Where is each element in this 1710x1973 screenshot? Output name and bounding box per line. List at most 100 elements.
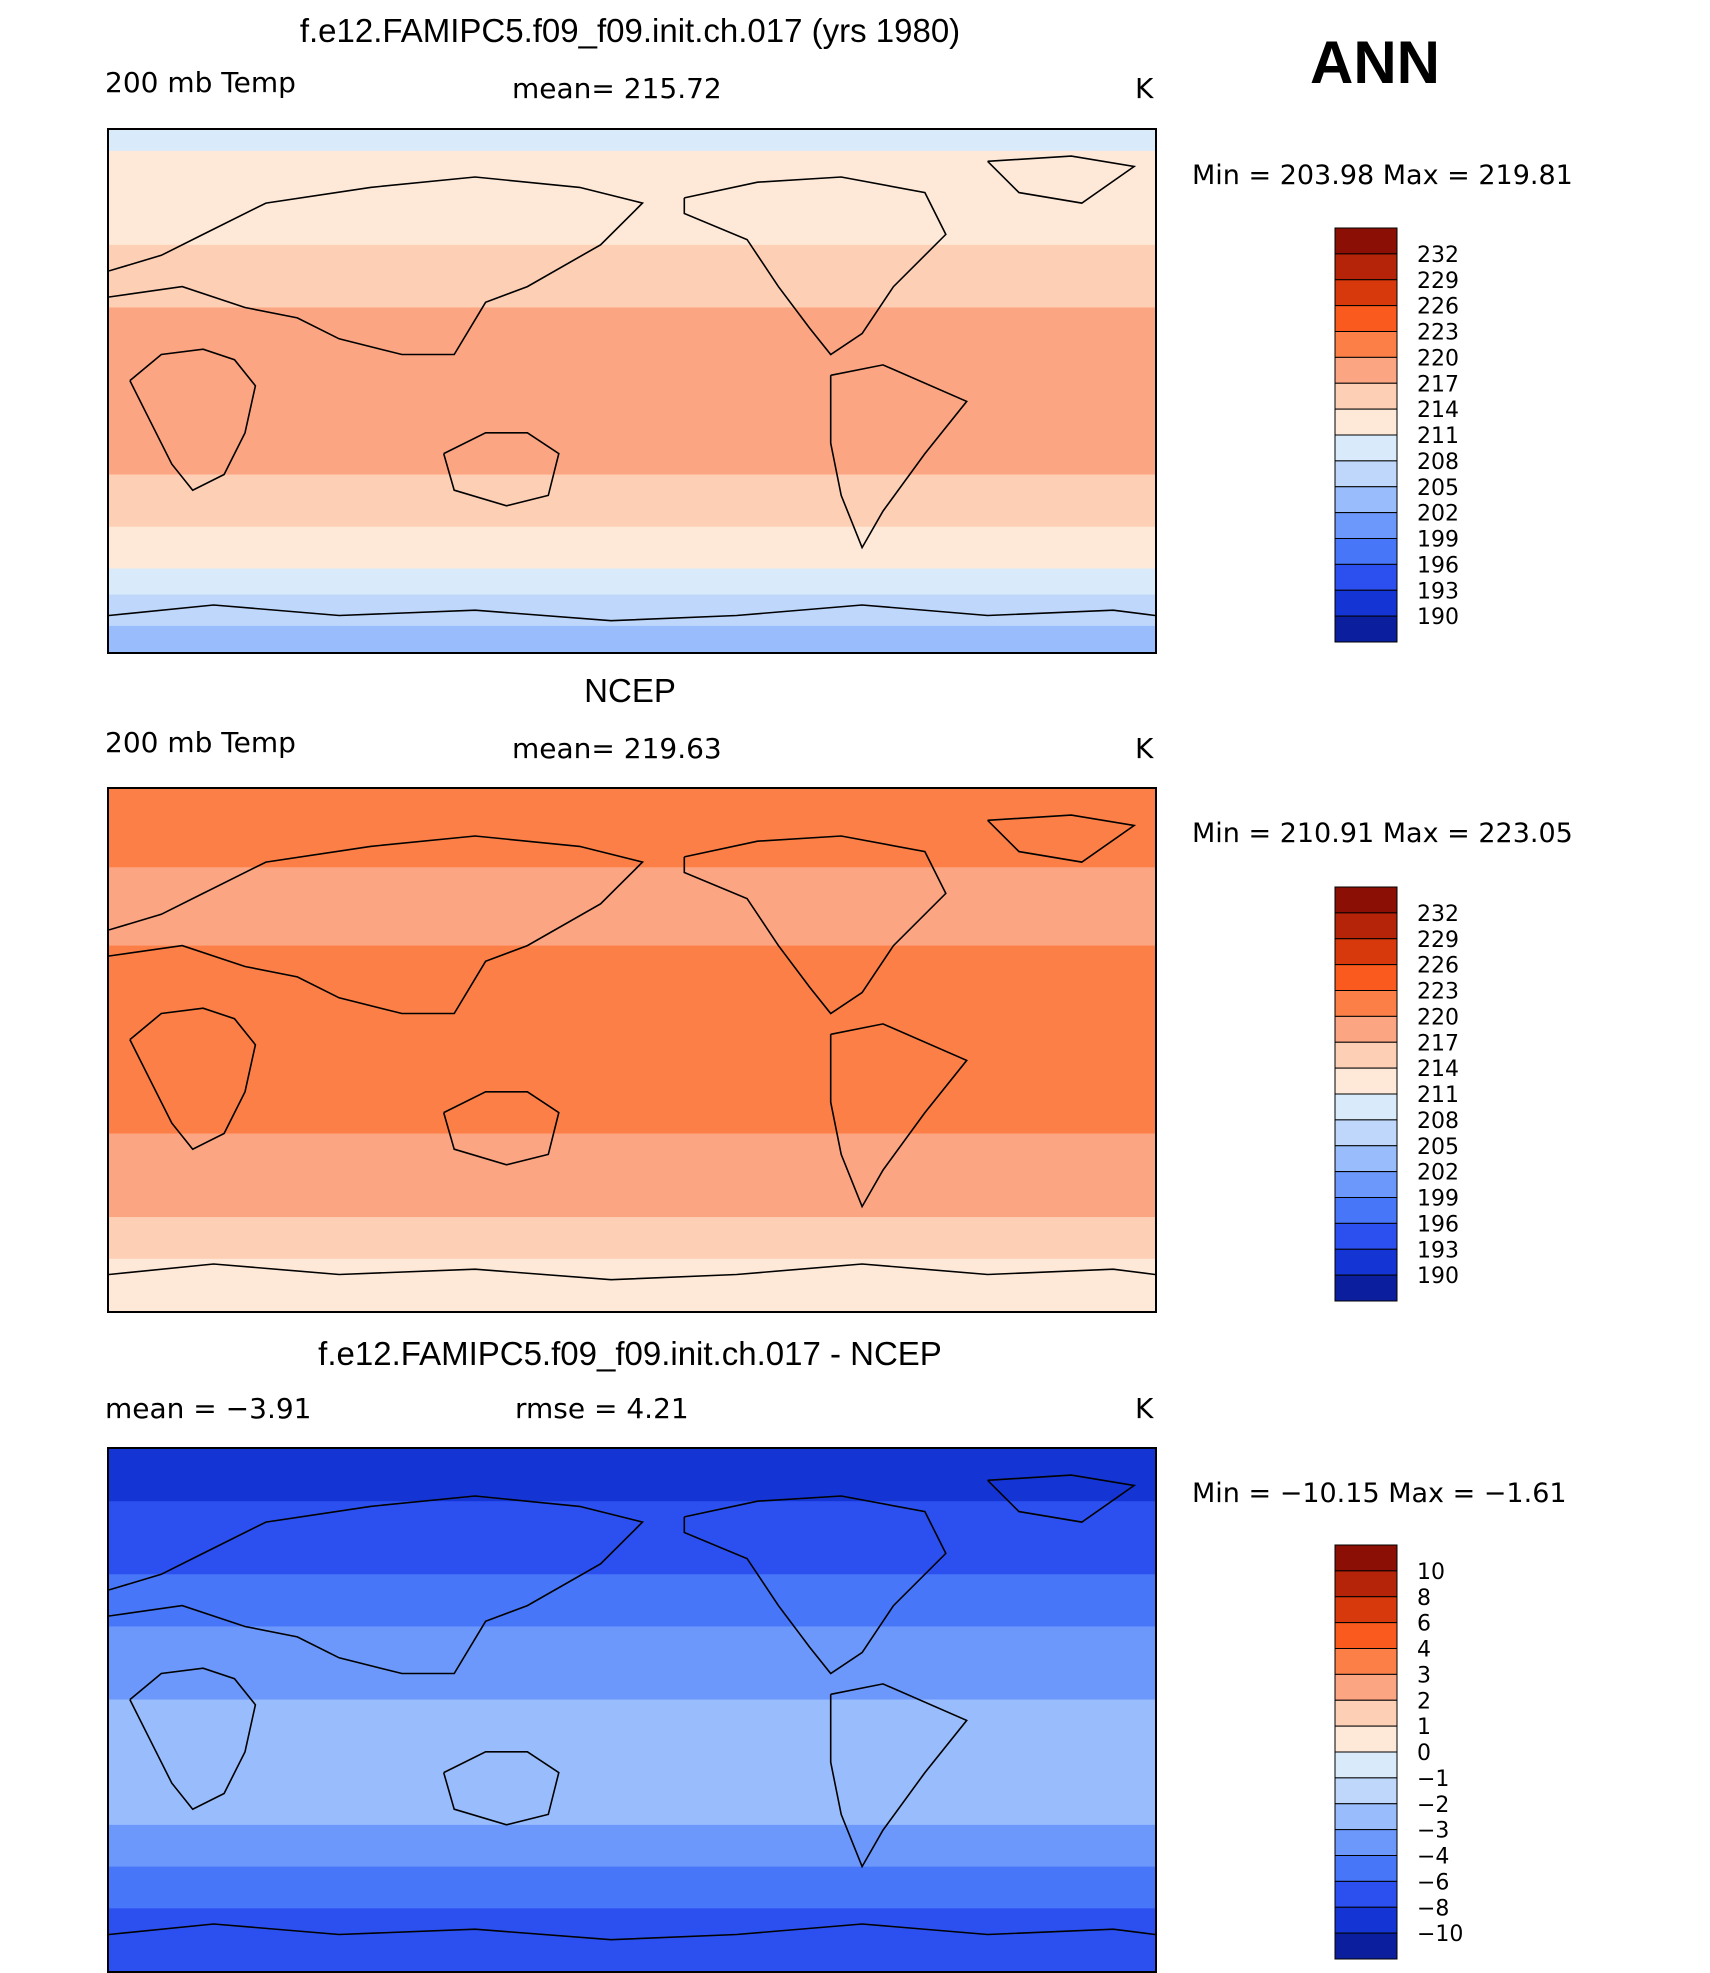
- colorbar-tick-label: 196: [1417, 1212, 1459, 1237]
- colorbar-tick-label: 190: [1417, 1264, 1459, 1289]
- coastline: [109, 835, 645, 1015]
- colorbar-swatch: [1334, 1093, 1398, 1121]
- field-band: [109, 150, 1155, 246]
- field-band: [109, 594, 1155, 627]
- coastline: [829, 1683, 968, 1869]
- panel-3-mean-label: mean = −3.91: [105, 1392, 312, 1425]
- panel-3-units-label: K: [1135, 1392, 1154, 1425]
- field-band: [109, 1699, 1155, 1779]
- colorbar-swatch: [1334, 1570, 1398, 1598]
- colorbar-tick-label: −3: [1417, 1819, 1449, 1844]
- colorbar-swatch: [1334, 1119, 1398, 1147]
- coastline: [987, 814, 1137, 863]
- colorbar-tick-label: 2: [1417, 1689, 1431, 1714]
- panel-2-field: [109, 789, 1155, 1311]
- colorbar-tick-label: 0: [1417, 1741, 1431, 1766]
- field-band: [109, 789, 1155, 869]
- panel-2-units-label: K: [1135, 732, 1154, 765]
- colorbar-swatch: [1334, 460, 1398, 488]
- colorbar-swatch: [1334, 1932, 1398, 1960]
- colorbar-tick-label: 205: [1417, 476, 1459, 501]
- colorbar-swatch: [1334, 1725, 1398, 1753]
- colorbar-tick-label: 223: [1417, 980, 1459, 1005]
- field-band: [109, 1081, 1155, 1135]
- colorbar-tick-label: 214: [1417, 398, 1459, 423]
- colorbar-swatch: [1334, 486, 1398, 514]
- field-band: [109, 945, 1155, 1083]
- colorbar-swatch: [1334, 1248, 1398, 1276]
- panel-2-title: NCEP: [584, 672, 676, 709]
- field-band: [109, 1866, 1155, 1910]
- colorbar-tick-label: 208: [1417, 1109, 1459, 1134]
- field-band: [109, 1133, 1155, 1219]
- colorbar-swatch: [1334, 279, 1398, 307]
- colorbar-swatch: [1334, 1067, 1398, 1095]
- colorbar-swatch: [1334, 1222, 1398, 1250]
- colorbar-tick-label: 211: [1417, 1083, 1459, 1108]
- colorbar-tick-label: 199: [1417, 528, 1459, 553]
- colorbar-tick-label: 190: [1417, 605, 1459, 630]
- season-label: ANN: [1310, 29, 1440, 96]
- colorbar-tick-label: 211: [1417, 424, 1459, 449]
- colorbar-tick-label: 232: [1417, 902, 1459, 927]
- colorbar-swatch: [1334, 1648, 1398, 1675]
- colorbar-swatch: [1334, 1145, 1398, 1173]
- colorbar-swatch: [1334, 1622, 1398, 1649]
- panel-3-minmax: Min = −10.15 Max = −1.61: [1192, 1478, 1567, 1509]
- colorbar-swatch: [1334, 253, 1398, 281]
- coastline: [442, 1751, 560, 1826]
- colorbar-swatch: [1334, 227, 1398, 255]
- coastline: [683, 1495, 947, 1675]
- field-band: [109, 244, 1155, 309]
- colorbar-swatch: [1334, 1777, 1398, 1805]
- colorbar-swatch: [1334, 1829, 1398, 1856]
- colorbar-tick-label: 232: [1417, 243, 1459, 268]
- panel-2-minmax: Min = 210.91 Max = 223.05: [1192, 818, 1573, 849]
- field-band: [109, 568, 1155, 596]
- coastline: [987, 1474, 1137, 1523]
- colorbar-tick-label: 226: [1417, 295, 1459, 320]
- panel-2-variable-label: 200 mb Temp: [105, 726, 296, 759]
- panel-1-map: [107, 128, 1157, 654]
- colorbar-tick-label: 208: [1417, 450, 1459, 475]
- panel-1-title: f.e12.FAMIPC5.f09_f09.init.ch.017 (yrs 1…: [299, 12, 961, 49]
- colorbar-tick-label: 6: [1417, 1612, 1431, 1637]
- colorbar-tick-label: 4: [1417, 1638, 1431, 1663]
- coastline: [683, 176, 947, 356]
- colorbar-swatch: [1334, 1596, 1398, 1624]
- panel-1-mean-label: mean= 215.72: [512, 72, 722, 105]
- colorbar-swatch: [1334, 382, 1398, 410]
- field-band: [109, 1626, 1155, 1701]
- colorbar-swatch: [1334, 434, 1398, 462]
- colorbar-tick-label: 10: [1417, 1560, 1445, 1585]
- colorbar-swatch: [1334, 1015, 1398, 1043]
- field-band: [109, 1944, 1155, 1971]
- panel-3-rmse-label: rmse = 4.21: [515, 1392, 689, 1425]
- colorbar-tick-label: 217: [1417, 372, 1459, 397]
- colorbar-tick-label: 205: [1417, 1135, 1459, 1160]
- coastline: [129, 1007, 257, 1151]
- coastline: [109, 1923, 1155, 1941]
- colorbar-tick-label: 223: [1417, 321, 1459, 346]
- panel-1-colorbar: 2322292262232202172142112082052021991961…: [1334, 227, 1459, 643]
- colorbar-tick-label: 1: [1417, 1715, 1431, 1740]
- colorbar-swatch: [1334, 356, 1398, 384]
- colorbar-swatch: [1334, 1197, 1398, 1224]
- colorbar-tick-label: 193: [1417, 1238, 1459, 1263]
- colorbar-swatch: [1334, 305, 1398, 332]
- colorbar-tick-label: −2: [1417, 1793, 1449, 1818]
- field-band: [109, 474, 1155, 528]
- coastline: [987, 155, 1137, 204]
- colorbar-swatch: [1334, 886, 1398, 914]
- panel-2-map: [107, 787, 1157, 1313]
- field-band: [109, 1824, 1155, 1868]
- field-band: [109, 526, 1155, 570]
- field-band: [109, 625, 1155, 652]
- colorbar-swatch: [1334, 512, 1398, 539]
- colorbar-swatch: [1334, 538, 1398, 565]
- coastline: [442, 1091, 560, 1166]
- colorbar-swatch: [1334, 1041, 1398, 1069]
- coastline: [129, 348, 257, 492]
- field-band: [109, 1501, 1155, 1576]
